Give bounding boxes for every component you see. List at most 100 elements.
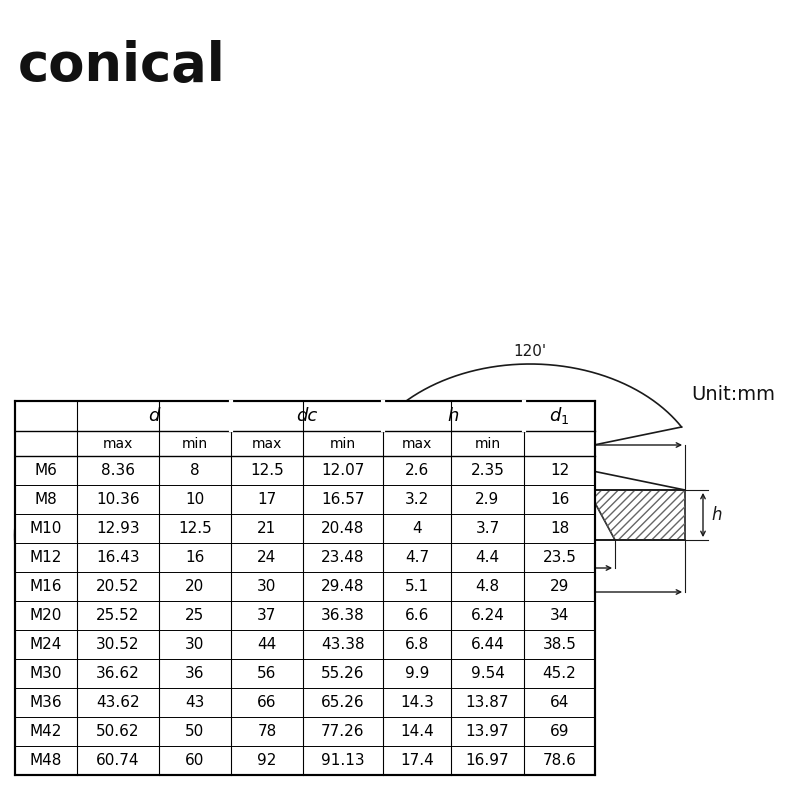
Text: 3.2: 3.2 — [405, 492, 429, 507]
Text: 9.9: 9.9 — [405, 666, 429, 681]
Text: min: min — [182, 437, 208, 450]
Text: 34: 34 — [550, 608, 569, 623]
Text: 16.97: 16.97 — [466, 753, 510, 768]
Text: 29: 29 — [550, 579, 569, 594]
Text: 92: 92 — [258, 753, 277, 768]
Text: h: h — [711, 506, 722, 524]
Text: 8: 8 — [190, 463, 200, 478]
Text: 44: 44 — [258, 637, 277, 652]
Text: 30: 30 — [258, 579, 277, 594]
Text: dc: dc — [296, 407, 318, 425]
Text: 8.36: 8.36 — [101, 463, 135, 478]
Text: 56: 56 — [258, 666, 277, 681]
Text: 23.5: 23.5 — [542, 550, 577, 565]
Ellipse shape — [15, 450, 245, 620]
Text: 20.48: 20.48 — [322, 521, 365, 536]
Text: 25.52: 25.52 — [96, 608, 140, 623]
Text: conical: conical — [18, 40, 226, 92]
Text: 24: 24 — [258, 550, 277, 565]
Text: M48: M48 — [30, 753, 62, 768]
Polygon shape — [375, 490, 472, 540]
Ellipse shape — [15, 540, 245, 600]
Text: 13.97: 13.97 — [466, 724, 510, 739]
Text: 2.35: 2.35 — [470, 463, 505, 478]
Text: 13.87: 13.87 — [466, 695, 510, 710]
Text: 6.8: 6.8 — [405, 637, 429, 652]
Text: max: max — [402, 437, 432, 450]
Text: 4.8: 4.8 — [475, 579, 499, 594]
Text: max: max — [103, 437, 133, 450]
Text: 9.54: 9.54 — [470, 666, 505, 681]
Text: dc: dc — [520, 596, 540, 614]
Text: 4: 4 — [412, 521, 422, 536]
Text: 16: 16 — [550, 492, 569, 507]
Text: 16.43: 16.43 — [96, 550, 140, 565]
Text: 4.4: 4.4 — [475, 550, 499, 565]
Text: 23.48: 23.48 — [322, 550, 365, 565]
Text: M16: M16 — [30, 579, 62, 594]
Text: M20: M20 — [30, 608, 62, 623]
Text: 50.62: 50.62 — [96, 724, 140, 739]
Text: M8: M8 — [34, 492, 58, 507]
Text: 20.52: 20.52 — [96, 579, 140, 594]
Text: 60.74: 60.74 — [96, 753, 140, 768]
Text: 20: 20 — [186, 579, 205, 594]
Text: 29.48: 29.48 — [322, 579, 365, 594]
Text: M42: M42 — [30, 724, 62, 739]
Text: 50: 50 — [186, 724, 205, 739]
Text: min: min — [474, 437, 501, 450]
Text: 3.7: 3.7 — [475, 521, 500, 536]
Text: 6.24: 6.24 — [470, 608, 505, 623]
Text: 30.52: 30.52 — [96, 637, 140, 652]
Text: 12: 12 — [550, 463, 569, 478]
Text: 14.3: 14.3 — [400, 695, 434, 710]
Text: 37: 37 — [258, 608, 277, 623]
Text: 5.1: 5.1 — [405, 579, 429, 594]
Text: M6: M6 — [34, 463, 58, 478]
Text: min: min — [330, 437, 356, 450]
Text: 12.93: 12.93 — [96, 521, 140, 536]
Text: 64: 64 — [550, 695, 569, 710]
Text: 36.38: 36.38 — [321, 608, 365, 623]
Text: M30: M30 — [30, 666, 62, 681]
Text: 43.62: 43.62 — [96, 695, 140, 710]
Text: 12.07: 12.07 — [322, 463, 365, 478]
Text: M12: M12 — [30, 550, 62, 565]
Text: h: h — [448, 407, 459, 425]
Text: 2.9: 2.9 — [475, 492, 500, 507]
Text: 25: 25 — [186, 608, 205, 623]
Ellipse shape — [15, 450, 245, 620]
Text: d: d — [148, 407, 160, 425]
Text: 17.4: 17.4 — [400, 753, 434, 768]
Text: 78: 78 — [258, 724, 277, 739]
Text: 4.7: 4.7 — [405, 550, 429, 565]
Text: 69: 69 — [550, 724, 570, 739]
Text: 6.44: 6.44 — [470, 637, 505, 652]
Text: 38.5: 38.5 — [542, 637, 577, 652]
Text: 6.6: 6.6 — [405, 608, 429, 623]
Text: d$_1$: d$_1$ — [550, 406, 570, 426]
Text: 2.6: 2.6 — [405, 463, 429, 478]
Text: 16.57: 16.57 — [322, 492, 365, 507]
Text: 10: 10 — [186, 492, 205, 507]
Text: 65.26: 65.26 — [321, 695, 365, 710]
Text: 91.13: 91.13 — [321, 753, 365, 768]
Text: 55.26: 55.26 — [322, 666, 365, 681]
Text: 30: 30 — [186, 637, 205, 652]
Text: d$_1$: d$_1$ — [521, 419, 539, 440]
Ellipse shape — [70, 495, 190, 585]
Text: 78.6: 78.6 — [542, 753, 577, 768]
Text: 16: 16 — [186, 550, 205, 565]
Text: 77.26: 77.26 — [322, 724, 365, 739]
Text: 43: 43 — [186, 695, 205, 710]
Text: Unit:mm: Unit:mm — [691, 385, 775, 404]
Text: 120': 120' — [514, 344, 546, 359]
Text: 21: 21 — [258, 521, 277, 536]
Text: 45.2: 45.2 — [542, 666, 576, 681]
Text: M36: M36 — [30, 695, 62, 710]
Text: 36.62: 36.62 — [96, 666, 140, 681]
Text: 43.38: 43.38 — [321, 637, 365, 652]
Text: M24: M24 — [30, 637, 62, 652]
Text: 66: 66 — [258, 695, 277, 710]
Text: 18: 18 — [550, 521, 569, 536]
